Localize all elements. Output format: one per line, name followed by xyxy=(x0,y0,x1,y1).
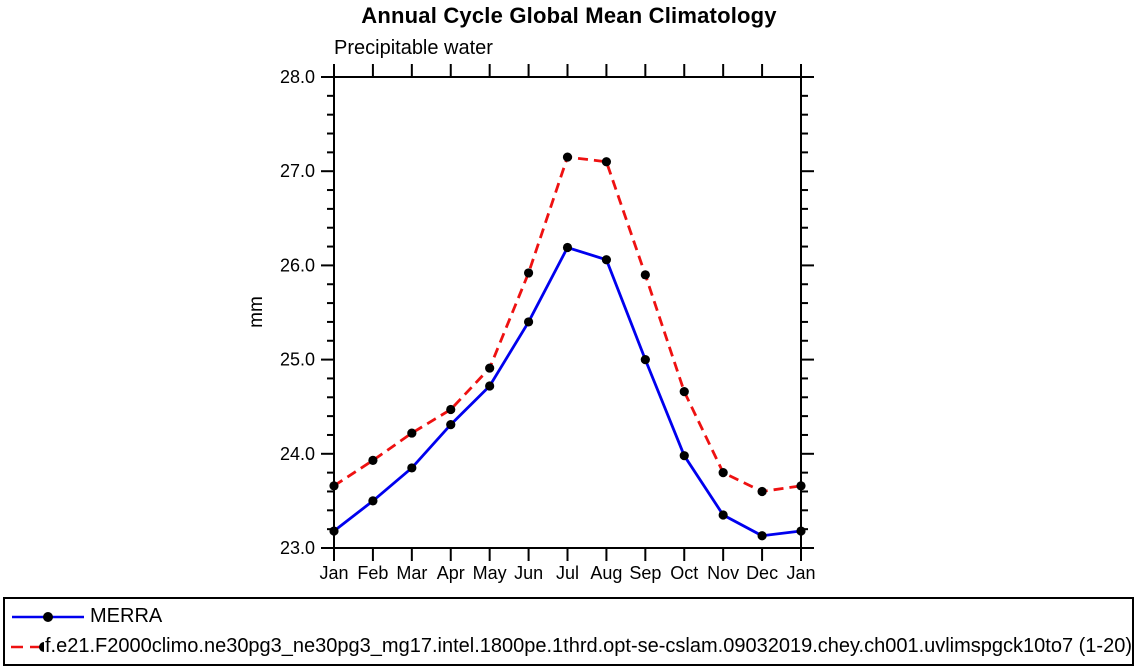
series-0-marker xyxy=(446,419,456,430)
series-1-marker xyxy=(796,481,806,491)
x-tick-label: May xyxy=(473,563,507,583)
series-1-marker xyxy=(485,363,495,373)
x-tick-label: Mar xyxy=(396,563,427,583)
series-0-marker xyxy=(640,355,650,365)
x-tick-label: Oct xyxy=(670,563,698,583)
series-0-marker xyxy=(562,242,573,253)
series-0-marker xyxy=(523,317,534,327)
series-1-marker xyxy=(640,270,650,280)
x-tick-label: Jul xyxy=(556,563,579,583)
chart-title: Annual Cycle Global Mean Climatology xyxy=(361,3,777,28)
series-0-marker xyxy=(407,463,417,473)
legend-label-merra: MERRA xyxy=(90,605,163,627)
series-1-marker xyxy=(679,387,689,397)
series-1-marker xyxy=(407,428,417,438)
series-0-marker xyxy=(718,510,728,520)
series-0-marker xyxy=(796,526,806,536)
x-tick-label: Jan xyxy=(786,563,815,583)
series-line-0 xyxy=(333,245,802,538)
legend-box: MERRA f.e21.F2000climo.ne30pg3_ne30pg3_m… xyxy=(3,597,1134,666)
merra-line-sample-icon xyxy=(12,611,84,622)
y-tick-label: 28.0 xyxy=(280,67,315,87)
legend-label-model: f.e21.F2000climo.ne30pg3_ne30pg3_mg17.in… xyxy=(44,635,1132,657)
series-0-marker xyxy=(485,381,495,391)
legend-item-merra: MERRA xyxy=(9,602,1132,632)
x-tick-label: Aug xyxy=(590,563,622,583)
x-tick-label: Nov xyxy=(707,563,739,583)
series-0-marker xyxy=(601,255,612,265)
x-tick-label: Feb xyxy=(357,563,388,583)
series-line-1 xyxy=(333,155,802,493)
series-0-marker xyxy=(329,526,339,536)
y-tick-label: 24.0 xyxy=(280,444,315,464)
model-line-sample-icon xyxy=(11,641,44,652)
y-tick-label: 23.0 xyxy=(280,538,315,558)
series-0-marker xyxy=(368,496,378,506)
series-0-marker xyxy=(679,451,689,461)
x-tick-label: Dec xyxy=(746,563,778,583)
series-1-marker xyxy=(718,468,728,478)
series-0-marker xyxy=(757,531,767,541)
x-tick-label: Sep xyxy=(629,563,661,583)
y-tick-label: 25.0 xyxy=(280,350,315,370)
series-1-marker xyxy=(446,404,456,415)
series-1-marker xyxy=(368,455,378,465)
series-1-marker xyxy=(562,152,573,162)
series-1-marker xyxy=(757,486,767,497)
chart-subtitle: Precipitable water xyxy=(334,37,493,59)
x-tick-label: Jan xyxy=(319,563,348,583)
x-tick-label: Apr xyxy=(437,563,465,583)
series-1-marker xyxy=(523,268,534,278)
x-tick-label: Jun xyxy=(514,563,543,583)
y-tick-label: 27.0 xyxy=(280,161,315,181)
series-1-marker xyxy=(601,157,612,167)
y-tick-label: 26.0 xyxy=(280,255,315,275)
series-1-marker xyxy=(329,481,339,491)
legend-item-model: f.e21.F2000climo.ne30pg3_ne30pg3_mg17.in… xyxy=(9,632,1132,662)
